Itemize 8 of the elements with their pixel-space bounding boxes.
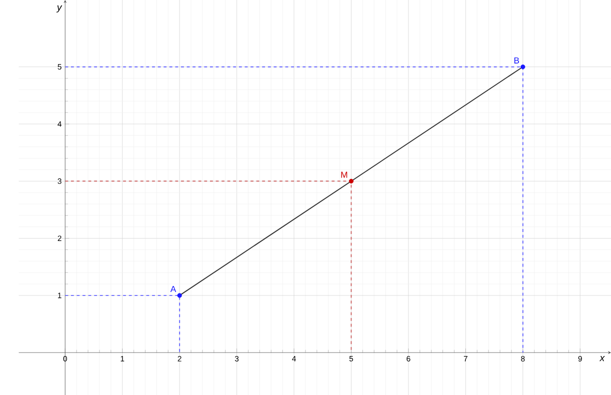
annotation: A (170, 286, 176, 292)
annotation: B (514, 57, 520, 64)
point (520, 64, 526, 69)
point (177, 292, 182, 298)
annotation: M (341, 172, 348, 178)
x-axis-title: x (599, 356, 605, 361)
y-axis-title: y (56, 5, 62, 12)
point (348, 178, 354, 184)
